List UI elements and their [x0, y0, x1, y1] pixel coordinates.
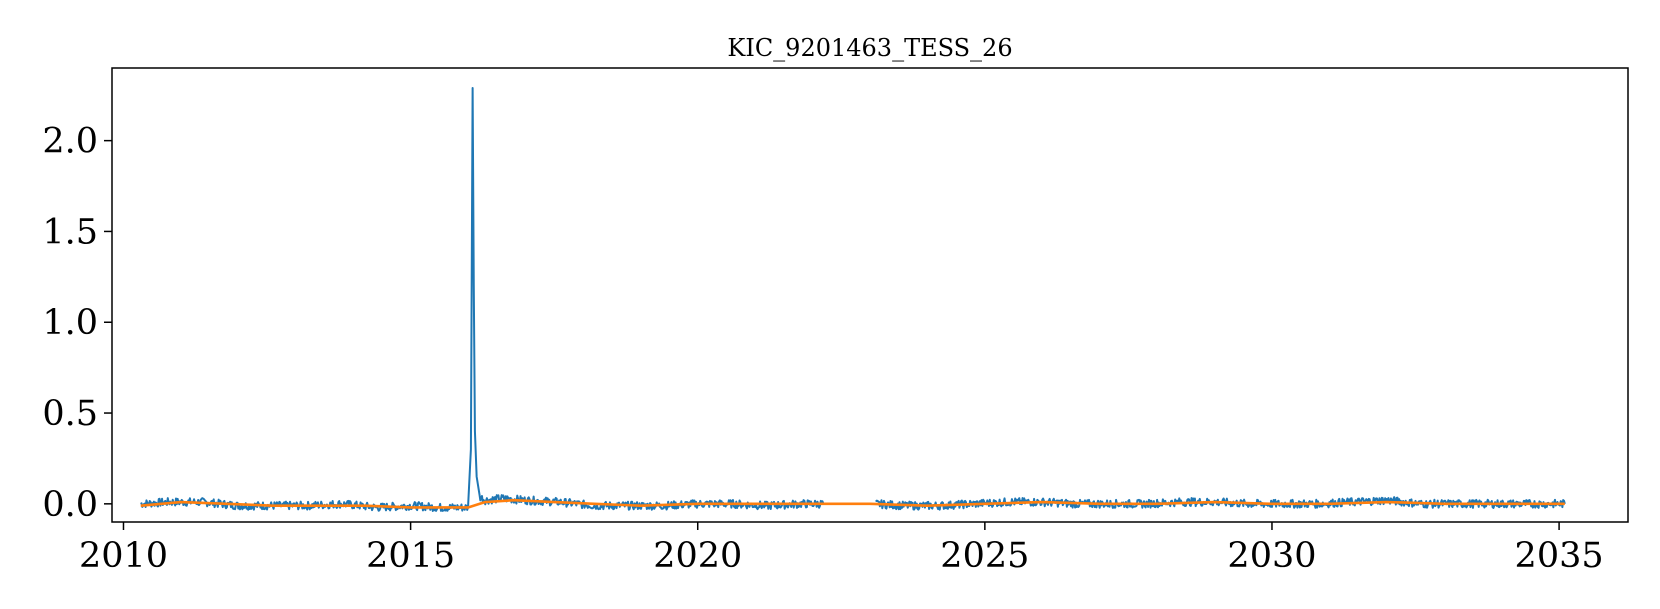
series-1-segment-0 [140, 498, 1565, 509]
series-0-segment-0 [140, 86, 825, 513]
x-tick-label: 2030 [1227, 536, 1316, 576]
y-tick-label: 1.5 [42, 212, 98, 252]
y-tick-label: 1.0 [42, 303, 98, 343]
x-tick-label: 2020 [653, 536, 742, 576]
x-tick-label: 2035 [1515, 536, 1604, 576]
x-tick-label: 2010 [79, 536, 168, 576]
y-tick-label: 0.5 [42, 394, 98, 434]
chart-title: KIC_9201463_TESS_26 [727, 34, 1012, 62]
axes-frame [111, 67, 1629, 523]
y-tick-label: 0.0 [42, 485, 98, 525]
axes-ticks: 2010 2015 2020 2025 2030 2035 0.0 0.5 1.0 1.5 2.0 [42, 122, 1603, 576]
plot-area [140, 86, 1566, 513]
y-tick-label: 2.0 [42, 122, 98, 162]
x-tick-label: 2025 [940, 536, 1029, 576]
x-tick-label: 2015 [366, 536, 455, 576]
